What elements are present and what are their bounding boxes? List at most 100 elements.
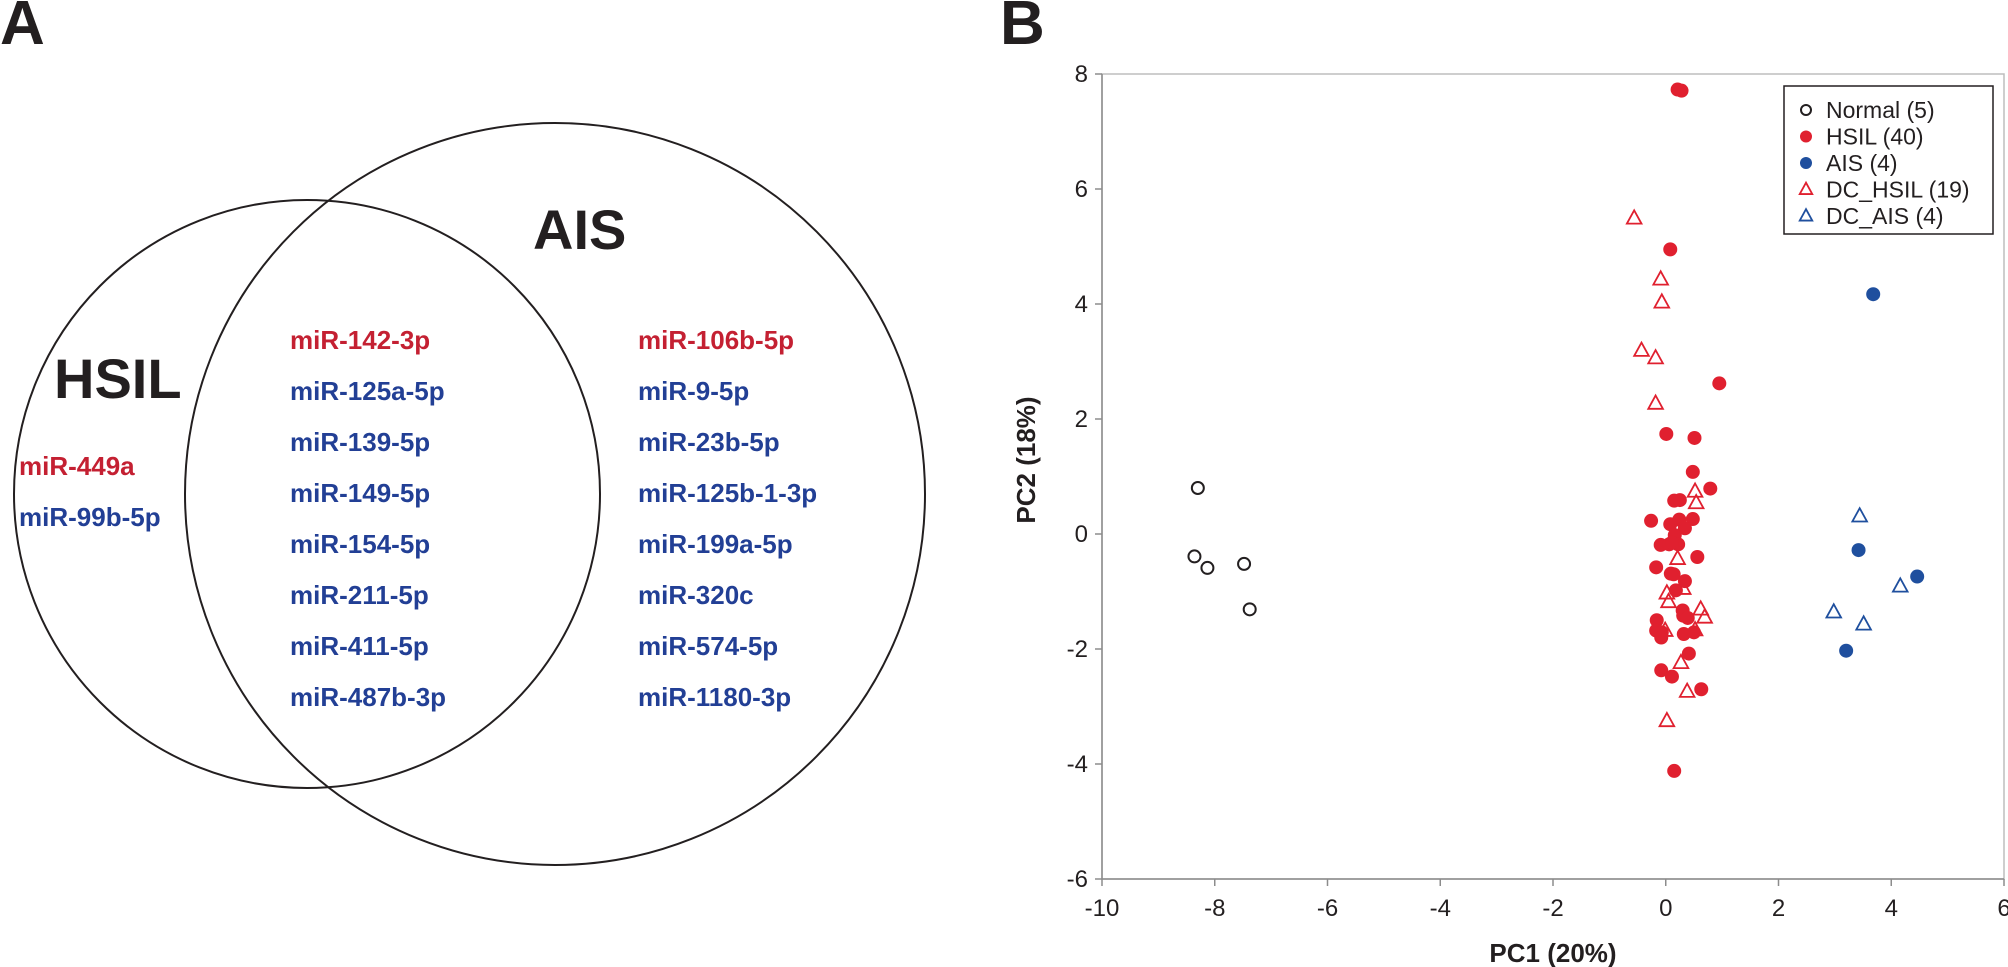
hsil-point	[1644, 513, 1659, 528]
ais-only-list: miR-106b-5p miR-9-5p miR-23b-5p miR-125b-1-…	[638, 325, 817, 712]
mirna-label: miR-411-5p	[290, 631, 429, 661]
dc-hsil-point	[1674, 578, 1693, 595]
hsil-point	[1666, 567, 1681, 582]
mirna-label: miR-1180-3p	[638, 682, 791, 712]
hsil-point	[1681, 646, 1696, 661]
legend-marker-1	[1800, 130, 1812, 143]
ais-point	[1910, 569, 1925, 584]
hsil-point	[1685, 512, 1700, 527]
mirna-label: miR-9-5p	[638, 376, 749, 406]
hsil-point	[1687, 430, 1702, 445]
dc-hsil-point	[1691, 599, 1710, 616]
mirna-label: miR-106b-5p	[638, 325, 794, 355]
dc-hsil-point	[1686, 620, 1704, 637]
legend-box	[1783, 85, 1994, 235]
normal-point	[1242, 602, 1257, 617]
hsil-point	[1654, 663, 1669, 678]
mirna-label: miR-149-5p	[290, 478, 430, 508]
hsil-point	[1654, 630, 1669, 645]
legend-label: DC_AIS (4)	[1826, 203, 1944, 229]
hsil-set-label: HSIL	[54, 347, 182, 410]
y-tick-label: 2	[1075, 406, 1088, 433]
y-tick-label: 8	[1075, 61, 1088, 88]
venn-diagram: A HSIL AIS miR-449a miR-99b-5p miR-142-3p…	[0, 0, 926, 866]
pca-scatter-plot: B -10 -8 -6 -4 -2 0 2 4 6 -6 -4 -2 0 2 4 6 8 PC1 (20%) P…	[1000, 0, 2008, 967]
ais-point	[1851, 543, 1866, 558]
dc-hsil-point	[1659, 592, 1678, 609]
mirna-label: miR-320c	[638, 580, 754, 610]
hsil-point	[1667, 763, 1682, 778]
dc-hsil-point	[1678, 681, 1697, 698]
normal-point	[1187, 549, 1202, 564]
mirna-label: miR-139-5p	[290, 427, 430, 457]
hsil-point	[1677, 521, 1692, 536]
x-tick-label: -2	[1542, 895, 1563, 922]
mirna-label: miR-211-5p	[290, 580, 429, 610]
dc-hsil-point	[1656, 620, 1675, 637]
dc-hsil-point	[1651, 269, 1670, 286]
x-tick-label: 4	[1885, 895, 1898, 922]
hsil-point	[1685, 464, 1700, 479]
legend-marker-2	[1800, 157, 1812, 169]
legend-marker-4	[1798, 207, 1814, 222]
dc-hsil-point	[1652, 292, 1671, 309]
mirna-label: miR-487b-3p	[290, 682, 446, 712]
mirna-label: miR-199a-5p	[638, 529, 793, 559]
dc-hsil-point	[1695, 607, 1714, 624]
normal-point	[1190, 481, 1205, 495]
dc-hsil-point	[1658, 711, 1676, 728]
dc-ais-point	[1824, 602, 1843, 619]
normal-point	[1200, 560, 1215, 575]
hsil-point	[1690, 550, 1705, 564]
mirna-label: miR-23b-5p	[638, 427, 780, 457]
y-tick-label: -4	[1067, 751, 1088, 778]
panel-label-b: B	[1000, 0, 1045, 58]
dc-ais-point	[1850, 506, 1869, 523]
x-tick-label: 6	[1997, 895, 2008, 922]
mirna-label: miR-574-5p	[638, 631, 778, 661]
x-tick-label: -6	[1317, 895, 1338, 922]
hsil-point	[1672, 493, 1687, 508]
x-tick-label: -8	[1204, 895, 1225, 922]
dc-hsil-point	[1632, 340, 1651, 357]
mirna-label: miR-154-5p	[290, 529, 430, 559]
hsil-only-list: miR-449a miR-99b-5p	[19, 451, 161, 532]
ais-point	[1866, 287, 1881, 302]
y-tick-label: 6	[1075, 176, 1088, 203]
dc-ais-point	[1854, 614, 1873, 631]
mirna-label: miR-125a-5p	[290, 376, 445, 406]
dc-hsil-point	[1668, 548, 1687, 565]
dc-hsil-point	[1625, 208, 1644, 225]
mirna-label: miR-99b-5p	[19, 502, 161, 532]
x-tick-label: 0	[1659, 895, 1672, 922]
ais-point	[1839, 643, 1854, 658]
hsil-point	[1694, 682, 1709, 697]
y-axis-title: PC2 (18%)	[1011, 396, 1041, 523]
legend-marker-3	[1798, 180, 1814, 195]
mirna-label: miR-449a	[19, 451, 135, 481]
hsil-circle	[13, 199, 601, 789]
legend-label: DC_HSIL (19)	[1826, 177, 1970, 203]
shared-list: miR-142-3p miR-125a-5p miR-139-5p miR-149-5…	[290, 325, 446, 712]
hsil-point	[1649, 560, 1664, 575]
dc-hsil-point	[1646, 348, 1665, 365]
dc-hsil-point	[1646, 393, 1665, 410]
dc-hsil-point	[1672, 652, 1690, 670]
legend-label: AIS (4)	[1826, 150, 1898, 176]
dc-hsil-point	[1686, 481, 1704, 498]
dc-ais-point	[1891, 576, 1910, 593]
hsil-point	[1712, 376, 1727, 391]
hsil-point	[1659, 426, 1674, 441]
y-tick-label: 4	[1075, 291, 1088, 318]
legend-marker-0	[1800, 104, 1812, 116]
hsil-point	[1649, 613, 1664, 628]
dc-hsil-point	[1687, 493, 1706, 510]
y-tick-label: -2	[1067, 636, 1088, 663]
legend: Normal (5)HSIL (40)AIS (4)DC_HSIL (19)DC…	[1783, 85, 1994, 235]
x-tick-label: 2	[1772, 895, 1785, 922]
x-axis-title: PC1 (20%)	[1489, 938, 1616, 967]
hsil-point	[1663, 242, 1678, 257]
hsil-point	[1674, 83, 1689, 98]
normal-point	[1237, 556, 1252, 571]
